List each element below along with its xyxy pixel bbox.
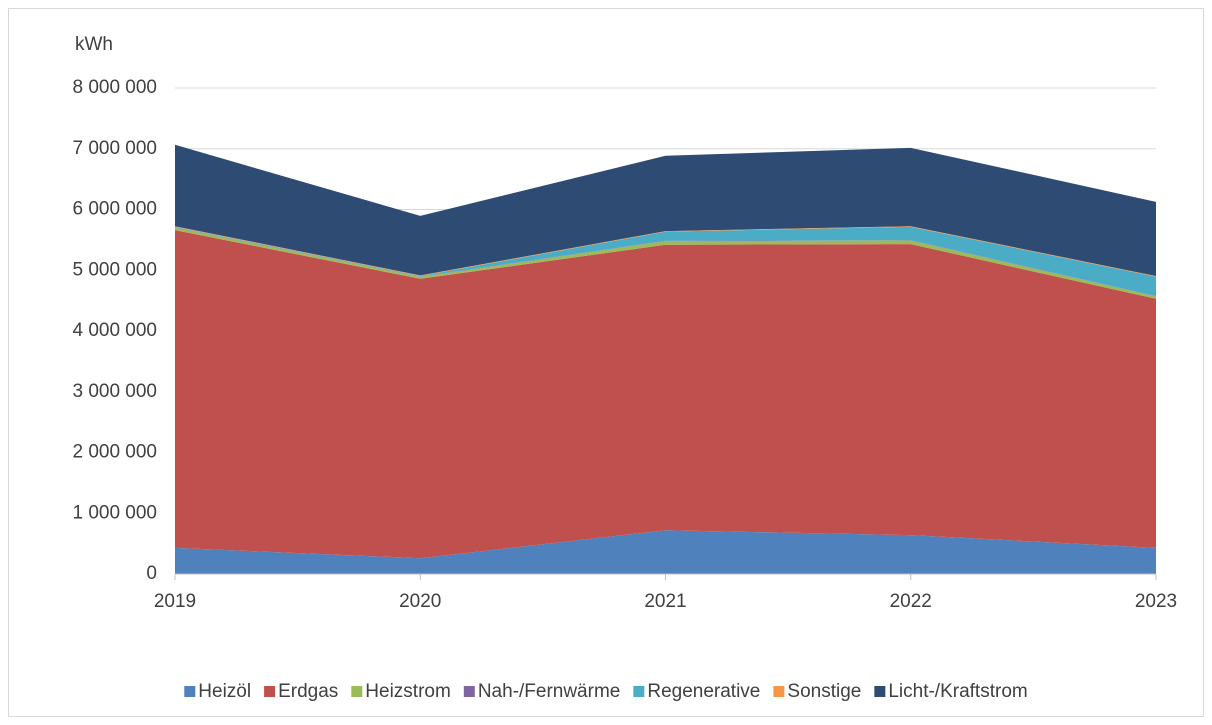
y-tick-label: 8 000 000	[72, 77, 157, 98]
legend-label: Heizstrom	[365, 681, 451, 702]
y-axis-label: kWh	[75, 34, 113, 55]
legend-swatch	[874, 686, 886, 697]
legend-label: Heizöl	[198, 681, 251, 702]
y-tick-label: 0	[146, 563, 157, 584]
y-tick-label: 6 000 000	[72, 199, 157, 220]
area	[175, 227, 1156, 299]
area	[175, 530, 1156, 574]
legend-swatch	[773, 686, 785, 697]
legend-label: Erdgas	[278, 681, 338, 702]
legend-swatch	[264, 686, 276, 697]
y-tick-label: 1 000 000	[72, 502, 157, 523]
area	[175, 226, 1156, 297]
x-tick-label: 2020	[399, 591, 441, 612]
y-tick-label: 2 000 000	[72, 442, 157, 463]
y-tick-label: 4 000 000	[72, 320, 157, 341]
area	[175, 144, 1156, 277]
legend-swatch	[633, 686, 645, 697]
legend-swatch	[463, 686, 475, 697]
legend-swatch	[184, 686, 196, 697]
legend-swatch	[351, 686, 363, 697]
legend-label: Licht-/Kraftstrom	[888, 681, 1027, 702]
legend-label: Sonstige	[787, 681, 861, 702]
area	[175, 230, 1156, 559]
x-tick-label: 2023	[1135, 591, 1177, 612]
x-tick-label: 2021	[644, 591, 686, 612]
x-tick-label: 2022	[890, 591, 932, 612]
y-tick-label: 5 000 000	[72, 259, 157, 280]
x-tick-label: 2019	[154, 591, 196, 612]
legend-label: Regenerative	[647, 681, 760, 702]
legend-label: Nah-/Fernwärme	[478, 681, 621, 702]
y-tick-label: 3 000 000	[72, 381, 157, 402]
y-tick-label: 7 000 000	[72, 138, 157, 159]
